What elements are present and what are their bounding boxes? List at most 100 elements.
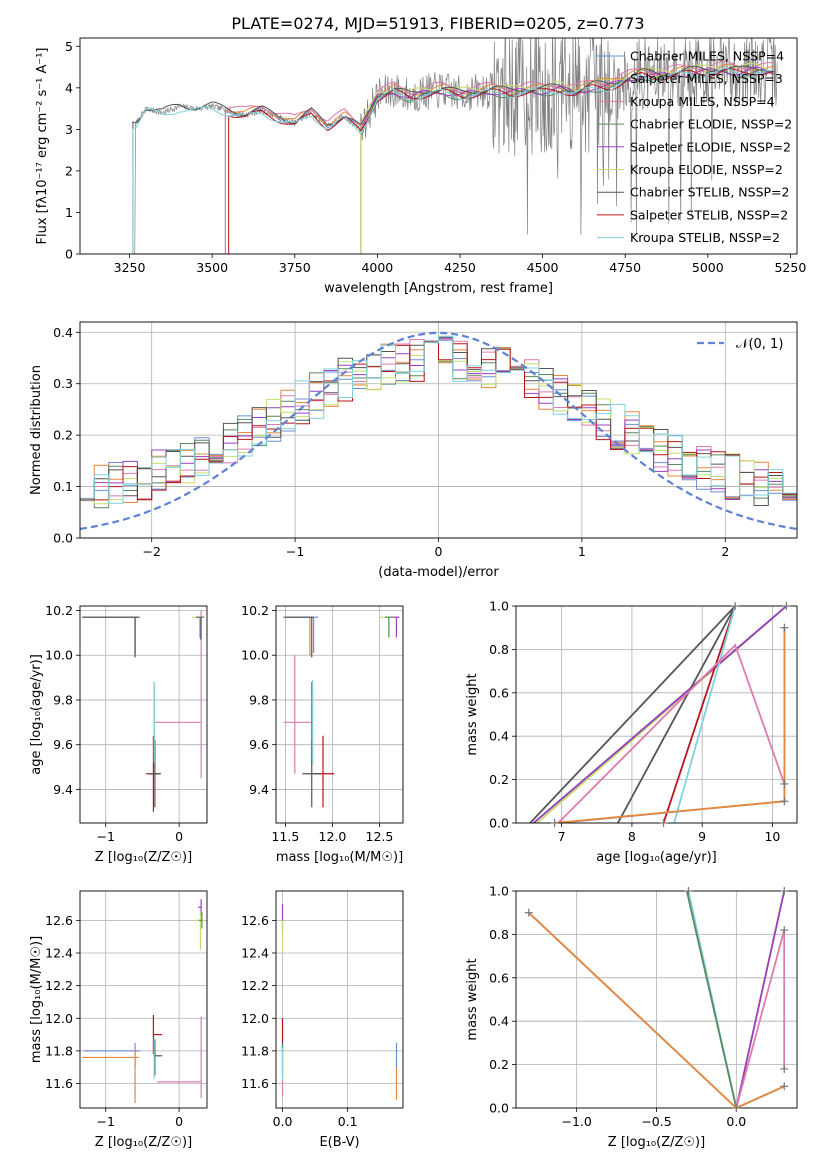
spectrum-panel: 3250 3500 3750 4000 4250 4500 4750 5000 5250 0 1 2 3… [35,37,806,296]
age-vs-mass-ytick-label: 10.2 [241,603,269,618]
weight-vs-z-ytick-label: 0.8 [489,927,509,942]
age-vs-z-errorbar-7 [83,616,139,653]
gaussian-curve [80,331,797,531]
mass-vs-ebv-plot-area [281,904,398,1100]
weight-vs-z-xtick-label: 0.0 [726,1114,746,1129]
mass-vs-z-errorbar-9 [198,912,203,929]
residuals-ylabel: Normed distribution [29,365,44,495]
age-vs-mass-ytick-label: 10.0 [241,648,269,663]
residual-histogram-8 [80,341,797,501]
mass-vs-z-plot-area [82,899,205,1104]
mass-vs-z-ytick-label: 12.2 [45,978,73,993]
mass-vs-ebv-ytick-label: 11.8 [241,1043,269,1058]
weight-vs-age-panel: 7 8 9 10 0.0 0.2 0.4 0.6 0.8 1.0 age [log₁₀(age/yr… [465,599,798,865]
weight-vs-age-xtick-label: 9 [698,829,706,844]
weight-vs-z-marker-1 [524,908,533,917]
mass-vs-z-ytick-label: 12.6 [45,913,73,928]
legend-label-7: Chabrier STELIB, NSSP=2 [630,185,790,200]
spectrum-ytick-label: 3 [65,122,73,137]
age-vs-mass-ytick-label: 9.8 [249,692,269,707]
weight-vs-age-ytick-label: 0.0 [489,816,509,831]
weight-vs-age-marker-7 [550,819,559,827]
legend-label-8: Salpeter STELIB, NSSP=2 [630,207,788,222]
model-line-6 [80,62,774,254]
age-vs-mass-ytick-label: 9.4 [249,782,269,797]
residuals-xtick-label: 1 [578,544,586,559]
spectrum-ytick-label: 4 [65,80,73,95]
spectrum-plot-area [80,38,778,254]
spectrum-ytick-label: 1 [65,205,73,220]
gaussian-legend-label: 𝒩(0, 1) [736,337,783,352]
mass-vs-z-grid [80,891,207,1108]
age-vs-mass-errorbar-10 [392,616,400,638]
age-vs-mass-errorbar-8 [283,616,314,658]
mass-vs-ebv-xtick-label: 0.1 [338,1114,358,1129]
mass-vs-z-errorbar-3 [152,1015,163,1055]
weight-vs-age-ytick-label: 1.0 [489,599,509,614]
age-vs-z-plot-area [82,610,205,812]
age-vs-mass-errorbar-11 [385,616,393,638]
mass-vs-ebv-ytick-label: 12.2 [241,978,269,993]
weight-vs-age-frame [515,605,798,824]
mass-vs-z-xlabel: Z [log₁₀(Z/Z☉)] [95,1135,192,1150]
mass-vs-z-ylabel: mass [log₁₀(M/M☉)] [29,936,44,1063]
age-vs-mass-xtick-label: 11.5 [271,829,299,844]
weight-vs-z-ylabel: mass weight [465,958,480,1040]
age-vs-mass-errorbar-6 [286,616,315,656]
age-vs-z-ytick-label: 9.6 [53,737,73,752]
legend-label-6: Kroupa ELODIE, NSSP=2 [630,162,783,177]
weight-vs-age-marker-4 [731,602,740,610]
weight-vs-age-grid [516,605,797,824]
residuals-xlabel: (data-model)/error [378,565,499,580]
age-vs-z-errorbar-6 [82,616,141,656]
mass-vs-ebv-xtick-label: 0.0 [273,1114,293,1129]
residuals-ytick-label: 0.0 [53,531,73,546]
spectrum-xtick-label: 5250 [774,260,806,275]
weight-vs-z-line-4 [735,891,786,1108]
weight-vs-age-marker-6 [659,819,668,827]
weight-vs-age-line-7 [673,606,737,823]
weight-vs-z-marker-5 [732,1104,741,1112]
age-vs-mass-xlabel: mass [log₁₀(M/M☉)] [276,850,403,865]
weight-vs-z-xtick-label: −1.0 [561,1114,591,1129]
weight-vs-z-marker-4 [780,1064,789,1073]
mass-vs-z-errorbar-7 [198,899,202,916]
mass-vs-z-frame [79,890,208,1109]
residual-histogram-9 [80,335,797,504]
age-vs-mass-frame [275,605,404,824]
age-vs-mass-grid [276,606,403,823]
weight-vs-age-xtick-label: 10 [764,829,780,844]
legend-label-2: Salpeter MILES, NSSP=3 [630,71,783,86]
residuals-xtick-label: 0 [435,544,443,559]
spectrum-frame [79,37,798,255]
legend-label-4: Chabrier ELODIE, NSSP=2 [630,117,792,132]
weight-vs-age-line-10 [554,627,786,823]
age-vs-mass-xtick-label: 12.5 [366,829,394,844]
weight-vs-age-marker-2 [780,797,789,806]
mass-vs-z-xtick-label: 0 [175,1114,183,1129]
legend-label-1: Chabrier MILES, NSSP=4 [630,49,784,64]
weight-vs-age-xtick-label: 8 [628,829,636,844]
age-vs-z-errorbar-2 [149,740,161,808]
weight-vs-age-marker-1 [780,623,789,632]
weight-vs-z-ytick-label: 0.6 [489,970,509,985]
weight-vs-z-plot-area [528,891,786,1108]
age-vs-z-ytick-label: 9.4 [53,782,73,797]
mass-vs-z-ytick-label: 11.6 [45,1076,73,1091]
age-vs-z-xlabel: Z [log₁₀(Z/Z☉)] [95,850,192,865]
weight-vs-age-line-8 [557,643,786,823]
mass-vs-z-errorbar-2 [82,1049,139,1104]
legend-label-3: Kroupa MILES, NSSP=4 [630,94,775,109]
weight-vs-z-marker-7 [780,887,789,895]
mass-vs-ebv-ytick-label: 11.6 [241,1076,269,1091]
mass-vs-z-panel: −1 0 11.6 11.8 12.0 12.2 12.4 12.6 Z [log₁₀(Z/Z☉… [29,890,208,1150]
mass-vs-ebv-frame [275,890,404,1109]
mass-vs-z-errorbar-8 [194,912,205,950]
spectrum-xtick-label: 3250 [114,260,146,275]
residuals-legend: 𝒩(0, 1) [697,337,783,352]
weight-vs-z-xtick-label: −0.5 [641,1114,671,1129]
spectrum-ytick-label: 0 [65,247,73,262]
weight-vs-age-ytick-label: 0.6 [489,685,509,700]
mass-vs-ebv-ytick-label: 12.4 [241,946,269,961]
residuals-xtick-label: −2 [142,544,160,559]
